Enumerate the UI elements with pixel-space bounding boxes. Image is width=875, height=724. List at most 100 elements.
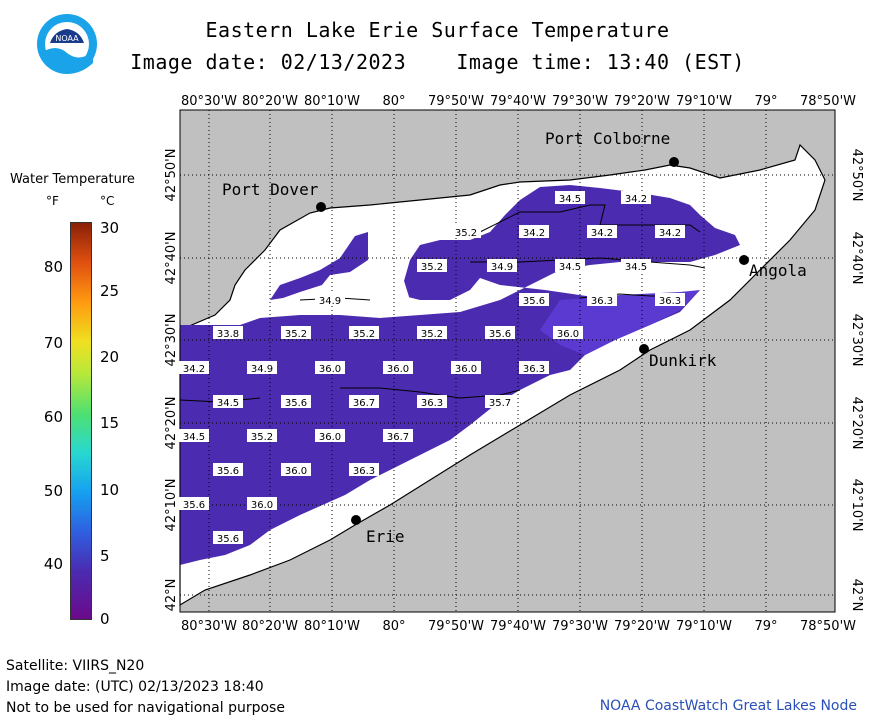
lon-label: 78°50'W (800, 94, 856, 109)
temperature-label-box (519, 361, 549, 374)
city-marker-angola (739, 255, 749, 265)
lon-labels: 80°30'W 80°20'W 80°10'W 80° 79°50'W 79°4… (181, 94, 856, 634)
temperature-value: 35.6 (217, 534, 239, 545)
lon-label: 79° (754, 94, 777, 109)
temperature-value: 34.5 (217, 398, 239, 409)
temperature-label-box (621, 191, 651, 204)
city-marker-port-dover (316, 202, 326, 212)
temperature-value: 34.2 (625, 194, 647, 205)
temperature-value: 35.2 (421, 262, 443, 273)
temperature-label-box (519, 293, 549, 306)
temperature-label-box (655, 293, 685, 306)
temperature-value: 34.9 (319, 296, 341, 307)
temperature-value: 35.6 (217, 466, 239, 477)
lat-label: 42°10'N (164, 479, 179, 532)
temperature-value: 36.0 (557, 329, 579, 340)
temperature-label-box (247, 429, 277, 442)
temperature-label-box (281, 326, 311, 339)
lat-label: 42°30'N (164, 314, 179, 367)
temperature-value: 34.2 (183, 364, 205, 375)
temperature-label-box (179, 361, 209, 374)
credit-line: NOAA CoastWatch Great Lakes Node (599, 698, 857, 714)
temperature-value: 35.2 (251, 432, 273, 443)
temperature-value: 36.3 (421, 398, 443, 409)
lat-label: 42°20'N (849, 397, 864, 450)
city-label-port-dover: Port Dover (222, 180, 319, 199)
unit-c-label: °C (100, 194, 115, 208)
temperature-label-box (417, 395, 447, 408)
temperature-value: 34.2 (659, 228, 681, 239)
lat-label: 42°50'N (164, 149, 179, 202)
temperature-value: 34.9 (251, 364, 273, 375)
lon-label: 80°30'W (181, 619, 237, 634)
temperature-value: 36.3 (659, 296, 681, 307)
temperature-label-box (247, 497, 277, 510)
lat-label: 42°30'N (849, 314, 864, 367)
temperature-field (180, 185, 740, 565)
temperature-value: 34.5 (559, 262, 581, 273)
lat-label: 42°50'N (849, 149, 864, 202)
temperature-label-box (519, 225, 549, 238)
lon-label: 79°50'W (428, 94, 484, 109)
temperature-value: 36.0 (285, 466, 307, 477)
temperature-label-box (315, 293, 345, 306)
image-date: Image date: 02/13/2023 (130, 50, 407, 74)
color-scale-bar (70, 222, 92, 620)
lat-label: 42°N (164, 579, 179, 612)
tick-f: 50 (43, 482, 63, 500)
temperature-value: 36.0 (319, 432, 341, 443)
tick-c: 30 (100, 219, 120, 237)
lat-label: 42°10'N (849, 479, 864, 532)
temperature-value: 35.2 (285, 329, 307, 340)
lat-label: 42°N (849, 579, 864, 612)
temperature-value: 36.0 (319, 364, 341, 375)
lon-label: 79°30'W (552, 94, 608, 109)
lon-label: 79°20'W (614, 94, 670, 109)
lon-label: 79° (754, 619, 777, 634)
temperature-label-box (213, 463, 243, 476)
temperature-value: 36.3 (591, 296, 613, 307)
image-time: Image time: 13:40 (EST) (456, 50, 745, 74)
tick-c: 20 (100, 348, 120, 366)
noaa-logo: NOAA (37, 14, 97, 74)
temperature-label-box (315, 361, 345, 374)
disclaimer: Not to be used for navigational purpose (6, 700, 285, 716)
lon-label: 80°10'W (304, 619, 360, 634)
city-label-angola: Angola (749, 261, 807, 280)
temperature-label-box (349, 326, 379, 339)
temperature-value: 34.5 (183, 432, 205, 443)
temperature-label-box (553, 326, 583, 339)
temperature-value: 34.9 (491, 262, 513, 273)
tick-c: 25 (100, 282, 120, 300)
temperature-label-box (485, 395, 515, 408)
tick-f: 80 (43, 258, 63, 276)
city-marker-dunkirk (639, 344, 649, 354)
temperature-label-box (451, 225, 481, 238)
temperature-value: 36.3 (353, 466, 375, 477)
lon-label: 79°40'W (490, 619, 546, 634)
temperature-label-box (417, 326, 447, 339)
tick-c: 5 (100, 547, 110, 565)
map-title: Eastern Lake Erie Surface Temperature (205, 18, 670, 42)
temperature-value: 36.7 (353, 398, 375, 409)
utc-date-info: Image date: (UTC) 02/13/2023 18:40 (6, 679, 264, 695)
lon-label: 79°40'W (490, 94, 546, 109)
temperature-value: 34.5 (625, 262, 647, 273)
city-marker-port-colborne (669, 157, 679, 167)
city-label-erie: Erie (366, 527, 405, 546)
temperature-value: 35.6 (285, 398, 307, 409)
temperature-value: 34.2 (523, 228, 545, 239)
lon-label: 78°50'W (800, 619, 856, 634)
lon-label: 80°20'W (242, 94, 298, 109)
temperature-value: 34.5 (559, 194, 581, 205)
temperature-value: 34.2 (591, 228, 613, 239)
temperature-label-box (383, 361, 413, 374)
image-date-time: Image date: 02/13/2023 Image time: 13:40… (0, 50, 875, 74)
temperature-value: 36.3 (523, 364, 545, 375)
temperature-value: 35.2 (455, 228, 477, 239)
noaa-logo-text: NOAA (55, 34, 79, 43)
temperature-value: 36.0 (455, 364, 477, 375)
temperature-value: 36.7 (387, 432, 409, 443)
temperature-label-box (555, 191, 585, 204)
